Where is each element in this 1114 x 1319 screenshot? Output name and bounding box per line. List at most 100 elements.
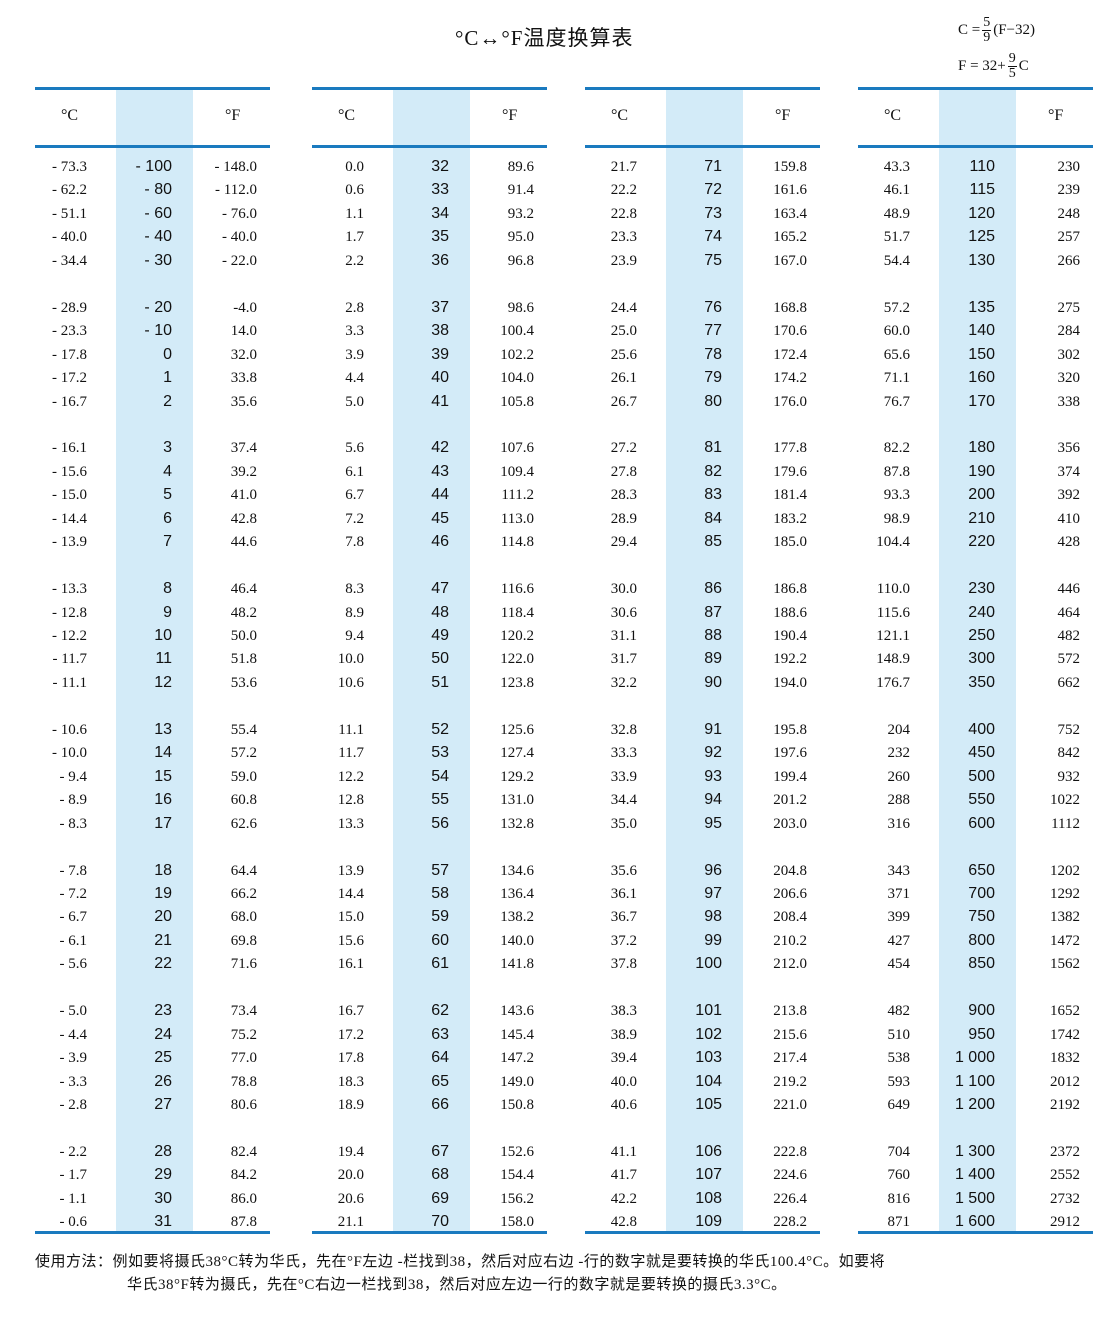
reference-value: 52 bbox=[431, 720, 449, 738]
celsius-value: 115.6 bbox=[876, 604, 910, 621]
table-row: 16.1 61 141.8 bbox=[312, 954, 547, 974]
reference-value: 1 600 bbox=[954, 1213, 995, 1231]
header-celsius: °C bbox=[884, 107, 902, 124]
reference-value: 56 bbox=[431, 814, 449, 832]
celsius-value: 28.3 bbox=[610, 487, 637, 504]
table-row: 2.2 36 96.8 bbox=[312, 251, 547, 271]
reference-value: 900 bbox=[968, 1002, 995, 1020]
fahrenheit-value: 138.2 bbox=[500, 909, 534, 926]
table-row: 18.3 65 149.0 bbox=[312, 1072, 547, 1092]
celsius-value: 31.7 bbox=[610, 651, 637, 668]
table-row: - 15.6 4 39.2 bbox=[35, 462, 270, 482]
reference-value: 77 bbox=[704, 322, 722, 340]
celsius-value: - 73.3 bbox=[52, 159, 87, 175]
table-row: 43.3 110 230 bbox=[858, 157, 1093, 177]
fahrenheit-value: 212.0 bbox=[773, 956, 807, 973]
reference-value: 46 bbox=[431, 533, 449, 551]
table-row: 454 850 1562 bbox=[858, 954, 1093, 974]
fahrenheit-value: 41.0 bbox=[230, 487, 257, 504]
reference-value: 120 bbox=[968, 204, 995, 222]
table-row: - 23.3 - 10 14.0 bbox=[35, 321, 270, 341]
header-celsius: °C bbox=[338, 107, 356, 124]
celsius-value: 7.2 bbox=[345, 510, 364, 527]
reference-value: 400 bbox=[968, 720, 995, 738]
table-row: - 0.6 31 87.8 bbox=[35, 1212, 270, 1232]
table-row: 40.6 105 221.0 bbox=[585, 1095, 820, 1115]
fahrenheit-value: 140.0 bbox=[500, 932, 534, 949]
table-row: 12.2 54 129.2 bbox=[312, 767, 547, 787]
table-row: 0.0 32 89.6 bbox=[312, 157, 547, 177]
table-row: 22.2 72 161.6 bbox=[585, 180, 820, 200]
fahrenheit-value: 102.2 bbox=[500, 346, 534, 363]
fahrenheit-value: 69.8 bbox=[230, 932, 257, 949]
reference-value: 93 bbox=[704, 767, 722, 785]
table-row: 482 900 1652 bbox=[858, 1001, 1093, 1021]
fahrenheit-value: 123.8 bbox=[500, 674, 534, 691]
fahrenheit-value: 55.4 bbox=[230, 721, 257, 738]
table-row: 649 1 200 2192 bbox=[858, 1095, 1093, 1115]
table-row: 41.1 106 222.8 bbox=[585, 1142, 820, 1162]
table-row: 37.8 100 212.0 bbox=[585, 954, 820, 974]
table-row: 21.7 71 159.8 bbox=[585, 157, 820, 177]
fahrenheit-value: 257 bbox=[1057, 229, 1081, 246]
celsius-value: 25.6 bbox=[610, 346, 637, 363]
celsius-value: 43.3 bbox=[883, 159, 910, 175]
table-row: 5.0 41 105.8 bbox=[312, 392, 547, 412]
fahrenheit-value: 161.6 bbox=[773, 182, 807, 199]
fahrenheit-value: 62.6 bbox=[230, 815, 257, 832]
celsius-value: - 8.9 bbox=[59, 792, 88, 809]
reference-value: 300 bbox=[968, 650, 995, 668]
table-row: 7.8 46 114.8 bbox=[312, 532, 547, 552]
celsius-value: 10.6 bbox=[337, 674, 364, 691]
reference-value: 30 bbox=[154, 1189, 172, 1207]
fahrenheit-value: 222.8 bbox=[773, 1143, 807, 1160]
fahrenheit-value: 51.8 bbox=[230, 651, 257, 668]
header-rule bbox=[312, 145, 547, 148]
table-row: 22.8 73 163.4 bbox=[585, 204, 820, 224]
celsius-value: 13.3 bbox=[337, 815, 364, 832]
fahrenheit-value: 107.6 bbox=[500, 440, 534, 457]
celsius-value: - 13.3 bbox=[52, 581, 87, 598]
table-row: 28.3 83 181.4 bbox=[585, 485, 820, 505]
celsius-value: 26.7 bbox=[610, 393, 637, 410]
table-row: 25.6 78 172.4 bbox=[585, 345, 820, 365]
reference-value: 91 bbox=[704, 720, 722, 738]
celsius-value: 13.9 bbox=[337, 862, 364, 879]
table-row: 35.6 96 204.8 bbox=[585, 861, 820, 881]
fahrenheit-value: 221.0 bbox=[773, 1097, 807, 1113]
celsius-value: - 10.6 bbox=[52, 721, 87, 738]
fahrenheit-value: 167.0 bbox=[773, 252, 807, 269]
celsius-value: 42.8 bbox=[610, 1214, 637, 1231]
celsius-value: 21.7 bbox=[610, 159, 637, 175]
table-row: 704 1 300 2372 bbox=[858, 1142, 1093, 1162]
fahrenheit-value: 183.2 bbox=[773, 510, 807, 527]
fahrenheit-value: 73.4 bbox=[230, 1003, 257, 1020]
table-row: 6.7 44 111.2 bbox=[312, 485, 547, 505]
celsius-value: 6.1 bbox=[345, 463, 364, 480]
fahrenheit-value: 14.0 bbox=[230, 323, 257, 340]
fahrenheit-value: 266 bbox=[1057, 252, 1081, 269]
reference-value: 600 bbox=[968, 814, 995, 832]
reference-value: 16 bbox=[154, 791, 172, 809]
celsius-value: 24.4 bbox=[610, 299, 637, 316]
table-row: 39.4 103 217.4 bbox=[585, 1048, 820, 1068]
table-row: 538 1 000 1832 bbox=[858, 1048, 1093, 1068]
header-rule bbox=[35, 145, 270, 148]
reference-value: 200 bbox=[968, 486, 995, 504]
table-row: 232 450 842 bbox=[858, 743, 1093, 763]
fahrenheit-value: 482 bbox=[1057, 628, 1081, 644]
celsius-value: - 12.8 bbox=[52, 604, 87, 621]
fahrenheit-value: 154.4 bbox=[500, 1167, 534, 1184]
celsius-value: 51.7 bbox=[883, 229, 910, 246]
table-row: 110.0 230 446 bbox=[858, 579, 1093, 599]
fahrenheit-value: 210.2 bbox=[773, 932, 807, 949]
top-rule bbox=[858, 87, 1093, 90]
table-row: 32.2 90 194.0 bbox=[585, 673, 820, 693]
header-fahrenheit: °F bbox=[502, 107, 518, 124]
celsius-value: 98.9 bbox=[883, 510, 910, 527]
table-row: 316 600 1112 bbox=[858, 814, 1093, 834]
celsius-value: 27.2 bbox=[610, 440, 637, 457]
reference-value: 78 bbox=[704, 345, 722, 363]
